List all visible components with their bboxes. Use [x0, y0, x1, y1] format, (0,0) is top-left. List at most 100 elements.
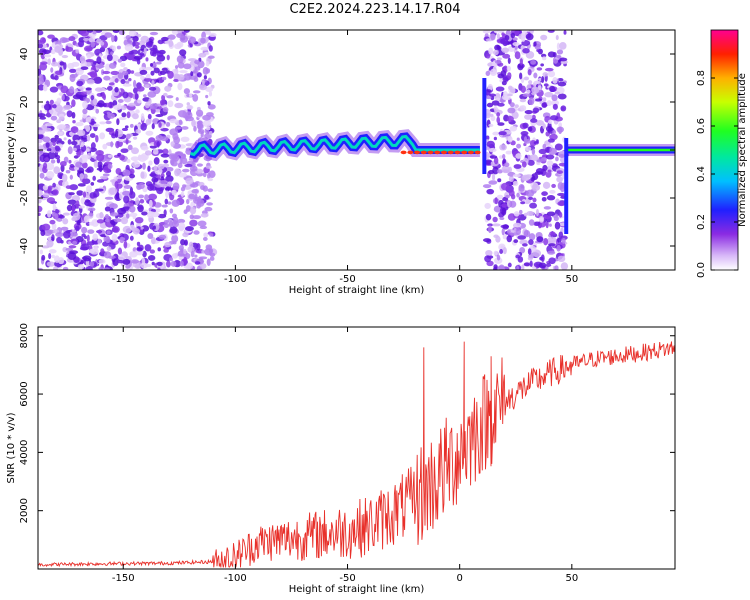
noise-speckle — [536, 159, 543, 163]
noise-speckle — [165, 175, 174, 183]
noise-speckle — [92, 233, 98, 241]
noise-speckle — [71, 141, 78, 146]
noise-speckle — [493, 109, 503, 115]
noise-speckle — [117, 58, 123, 63]
noise-speckle — [114, 181, 119, 189]
noise-speckle — [161, 36, 169, 42]
noise-speckle — [501, 227, 505, 236]
noise-speckle — [556, 54, 562, 59]
noise-speckle — [65, 45, 69, 52]
noise-speckle — [123, 185, 132, 190]
noise-speckle — [129, 212, 138, 218]
noise-speckle — [542, 123, 546, 130]
noise-speckle — [158, 121, 162, 128]
noise-speckle — [68, 36, 76, 42]
noise-speckle — [130, 156, 140, 162]
noise-speckle — [487, 223, 494, 227]
noise-speckle — [105, 236, 111, 244]
noise-speckle — [140, 75, 145, 81]
noise-speckle — [69, 184, 79, 191]
noise-speckle — [82, 108, 88, 115]
noise-speckle — [556, 176, 563, 183]
noise-speckle — [67, 252, 77, 260]
noise-speckle — [89, 261, 95, 267]
noise-speckle — [87, 207, 96, 212]
noise-speckle — [542, 56, 547, 61]
noise-speckle — [118, 30, 126, 36]
noise-speckle — [61, 173, 68, 182]
noise-speckle — [62, 266, 69, 270]
noise-speckle — [55, 137, 62, 142]
noise-speckle — [536, 236, 544, 243]
noise-speckle — [46, 148, 52, 152]
noise-speckle — [546, 160, 554, 167]
noise-speckle — [85, 59, 94, 63]
noise-speckle — [110, 141, 114, 148]
noise-speckle — [149, 103, 159, 110]
noise-speckle — [71, 204, 76, 213]
noise-speckle — [38, 30, 44, 36]
noise-speckle — [126, 213, 130, 219]
noise-speckle — [520, 85, 526, 93]
noise-speckle — [559, 57, 568, 62]
noise-speckle — [151, 79, 155, 86]
noise-speckle — [171, 213, 177, 219]
noise-speckle — [492, 223, 501, 227]
noise-speckle — [92, 175, 96, 181]
noise-speckle — [119, 154, 125, 161]
noise-speckle — [128, 168, 135, 175]
noise-speckle — [209, 233, 214, 237]
noise-speckle — [104, 196, 114, 200]
noise-speckle — [523, 212, 528, 217]
noise-speckle — [519, 209, 523, 215]
noise-speckle — [149, 249, 156, 254]
noise-speckle — [55, 70, 63, 76]
noise-speckle — [205, 94, 209, 99]
noise-speckle — [496, 116, 501, 124]
noise-speckle — [141, 211, 148, 216]
noise-speckle — [89, 192, 96, 199]
noise-speckle — [122, 91, 129, 99]
noise-speckle — [156, 141, 160, 148]
noise-speckle — [494, 257, 503, 265]
noise-speckle — [68, 68, 77, 73]
noise-speckle — [82, 112, 88, 119]
signal-peak — [434, 150, 441, 155]
noise-speckle — [50, 67, 54, 73]
noise-speckle — [49, 86, 59, 93]
noise-speckle — [510, 32, 516, 39]
noise-speckle — [535, 208, 540, 217]
noise-speckle — [557, 201, 566, 207]
noise-speckle — [114, 78, 119, 83]
noise-speckle — [105, 120, 112, 125]
noise-speckle — [90, 182, 95, 186]
noise-speckle — [200, 46, 209, 51]
noise-speckle — [169, 257, 174, 262]
noise-speckle — [520, 201, 526, 205]
noise-speckle — [163, 219, 170, 224]
noise-speckle — [507, 136, 513, 143]
noise-speckle — [88, 36, 97, 43]
noise-speckle — [548, 243, 556, 247]
noise-speckle — [115, 167, 122, 175]
noise-speckle — [523, 76, 530, 81]
noise-speckle — [173, 78, 179, 82]
noise-speckle — [54, 45, 62, 53]
noise-speckle — [547, 70, 556, 78]
noise-speckle — [124, 44, 133, 52]
noise-speckle — [158, 234, 167, 240]
noise-speckle — [130, 259, 140, 264]
noise-speckle — [72, 212, 81, 221]
noise-speckle — [496, 194, 504, 200]
noise-speckle — [172, 241, 177, 245]
noise-speckle — [516, 265, 520, 270]
noise-speckle — [80, 87, 84, 92]
noise-speckle — [52, 189, 59, 196]
noise-speckle — [136, 58, 141, 65]
noise-speckle — [57, 257, 65, 265]
noise-speckle — [86, 62, 91, 67]
noise-speckle — [44, 157, 49, 162]
noise-speckle — [493, 30, 499, 34]
noise-speckle — [174, 168, 181, 177]
noise-speckle — [207, 177, 214, 182]
